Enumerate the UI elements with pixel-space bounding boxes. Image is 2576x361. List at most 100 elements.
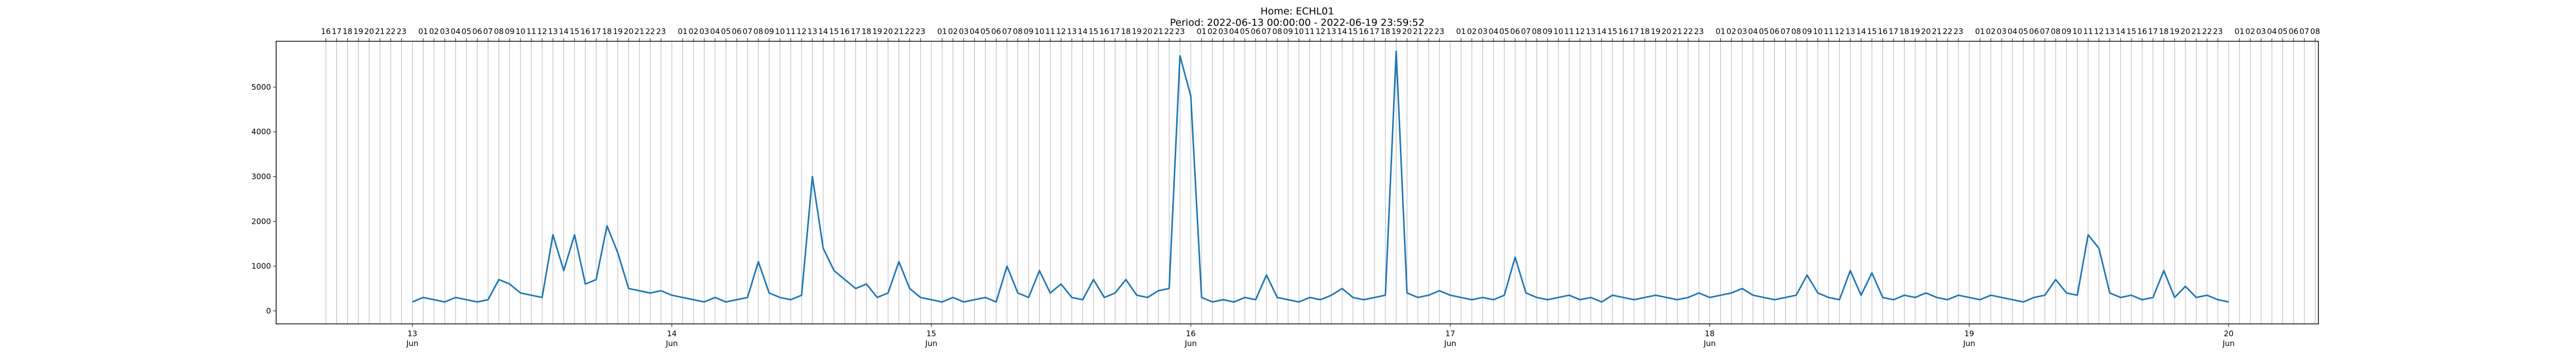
- x2-tick-label: 02: [1726, 27, 1736, 36]
- x2-tick-label: 01: [1197, 27, 1207, 36]
- x2-tick-label: 15: [570, 27, 580, 36]
- x2-tick-label: 03: [1478, 27, 1487, 36]
- x2-tick-label: 18: [861, 27, 871, 36]
- x2-tick-label: 19: [872, 27, 882, 36]
- data-line: [412, 51, 2229, 303]
- x2-tick-label: 04: [970, 27, 979, 36]
- x2-tick-label: 17: [1369, 27, 1379, 36]
- x2-tick-label: 13: [1586, 27, 1596, 36]
- x2-tick-label: 15: [1348, 27, 1358, 36]
- x2-tick-label: 22: [1423, 27, 1433, 36]
- x2-tick-label: 21: [1672, 27, 1682, 36]
- x2-tick-label: 05: [980, 27, 990, 36]
- x2-tick-label: 12: [796, 27, 806, 36]
- x2-tick-label: 01: [937, 27, 947, 36]
- x2-tick-label: 06: [1251, 27, 1261, 36]
- x2-tick-label: 20: [1921, 27, 1931, 36]
- x2-tick-label: 01: [677, 27, 687, 36]
- x2-tick-label: 02: [1208, 27, 1217, 36]
- x2-tick-label: 05: [721, 27, 731, 36]
- x2-tick-label: 07: [1521, 27, 1531, 36]
- x2-tick-label: 17: [591, 27, 601, 36]
- x2-tick-label: 23: [397, 27, 406, 36]
- x2-tick-label: 02: [1467, 27, 1477, 36]
- x2-tick-label: 10: [2072, 27, 2082, 36]
- x2-tick-label: 04: [2008, 27, 2018, 36]
- x2-tick-label: 15: [1867, 27, 1877, 36]
- x-tick-label: 18 Jun: [1703, 329, 1716, 348]
- x2-tick-label: 10: [775, 27, 785, 36]
- x2-tick-label: 13: [1327, 27, 1336, 36]
- x2-tick-label: 06: [991, 27, 1001, 36]
- x-tick-label: 13 Jun: [406, 329, 418, 348]
- x2-tick-label: 13: [1845, 27, 1855, 36]
- x2-tick-label: 19: [1132, 27, 1142, 36]
- x2-tick-label: 19: [1391, 27, 1401, 36]
- y-tick-label: 5000: [251, 83, 271, 92]
- x2-tick-label: 09: [1283, 27, 1293, 36]
- x2-tick-label: 20: [1402, 27, 1412, 36]
- x2-tick-label: 14: [1597, 27, 1606, 36]
- x2-tick-label: 16: [840, 27, 850, 36]
- x2-tick-label: 05: [2019, 27, 2028, 36]
- x2-tick-label: 21: [375, 27, 385, 36]
- x2-tick-label: 23: [1434, 27, 1444, 36]
- x2-tick-label: 13: [1067, 27, 1077, 36]
- x2-tick-label: 14: [559, 27, 569, 36]
- x2-tick-label: 07: [1262, 27, 1272, 36]
- chart-title: Home: ECHL01: [1261, 6, 1334, 17]
- x2-tick-label: 18: [343, 27, 352, 36]
- x2-tick-label: 09: [2062, 27, 2072, 36]
- x2-tick-label: 08: [2310, 27, 2320, 36]
- x2-tick-label: 05: [1499, 27, 1509, 36]
- x2-tick-label: 19: [613, 27, 623, 36]
- x2-tick-label: 08: [1791, 27, 1801, 36]
- x2-tick-label: 06: [1770, 27, 1780, 36]
- x2-tick-label: 20: [2180, 27, 2190, 36]
- x2-tick-label: 01: [1716, 27, 1725, 36]
- x2-tick-label: 22: [2202, 27, 2212, 36]
- x2-tick-label: 23: [1175, 27, 1185, 36]
- x2-tick-label: 07: [2299, 27, 2309, 36]
- x2-tick-label: 21: [894, 27, 904, 36]
- y-tick-label: 3000: [251, 172, 271, 182]
- x2-tick-label: 11: [2083, 27, 2093, 36]
- x2-tick-label: 04: [1229, 27, 1239, 36]
- x2-tick-label: 10: [1035, 27, 1044, 36]
- x2-tick-label: 22: [1943, 27, 1953, 36]
- x2-tick-label: 08: [1013, 27, 1023, 36]
- x2-tick-label: 23: [1694, 27, 1704, 36]
- x2-tick-label: 03: [1997, 27, 2007, 36]
- x2-tick-label: 14: [818, 27, 828, 36]
- x2-tick-label: 22: [386, 27, 396, 36]
- x2-tick-label: 18: [1900, 27, 1909, 36]
- x2-tick-label: 22: [1683, 27, 1693, 36]
- x2-tick-label: 20: [1662, 27, 1671, 36]
- x2-tick-label: 11: [1564, 27, 1574, 36]
- x2-tick-label: 08: [1532, 27, 1541, 36]
- x2-tick-label: 05: [2278, 27, 2287, 36]
- x2-tick-label: 21: [1154, 27, 1163, 36]
- x2-tick-label: 10: [516, 27, 526, 36]
- x2-tick-label: 17: [1629, 27, 1639, 36]
- x2-tick-label: 17: [1110, 27, 1120, 36]
- x2-tick-label: 07: [1002, 27, 1012, 36]
- x2-tick-label: 13: [807, 27, 817, 36]
- x2-tick-label: 03: [2256, 27, 2266, 36]
- x2-tick-label: 08: [753, 27, 763, 36]
- x2-tick-label: 15: [1089, 27, 1098, 36]
- x2-tick-label: 15: [1607, 27, 1617, 36]
- x2-tick-label: 01: [2234, 27, 2244, 36]
- x2-tick-label: 06: [2029, 27, 2039, 36]
- x2-tick-label: 19: [1651, 27, 1660, 36]
- x2-tick-label: 14: [1337, 27, 1347, 36]
- x2-tick-label: 07: [2040, 27, 2050, 36]
- x2-tick-label: 06: [472, 27, 482, 36]
- x2-tick-label: 11: [527, 27, 536, 36]
- x2-tick-label: 20: [883, 27, 893, 36]
- y-tick-label: 2000: [251, 217, 271, 226]
- x2-tick-label: 01: [418, 27, 428, 36]
- x2-tick-label: 05: [1240, 27, 1250, 36]
- x2-tick-label: 07: [1781, 27, 1790, 36]
